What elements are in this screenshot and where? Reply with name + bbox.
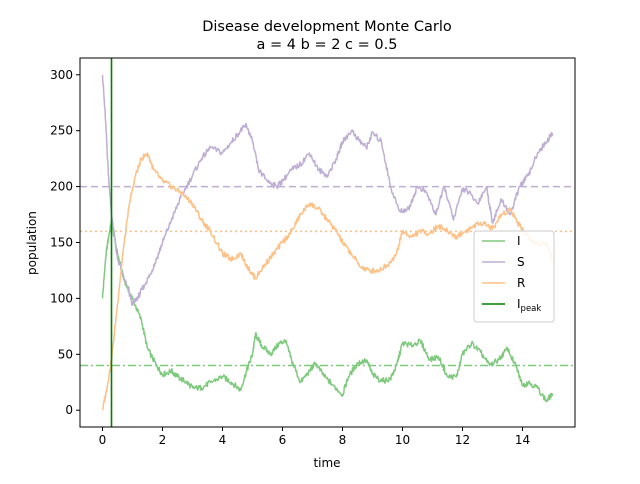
plot-area: 0 2 4 6 8 10 12 14 0 50 100 150 200 250 300 <box>50 57 576 447</box>
x-tick-label: 6 <box>279 433 287 447</box>
y-tick-label: 250 <box>50 124 73 138</box>
x-tick-label: 10 <box>395 433 410 447</box>
y-tick-label: 0 <box>65 403 73 417</box>
x-tick-label: 12 <box>455 433 470 447</box>
chart-title-line2: a = 4 b = 2 c = 0.5 <box>257 37 398 53</box>
y-axis-label: population <box>25 211 39 275</box>
legend-label-ipeak-sub: peak <box>521 304 542 314</box>
legend-label-ipeak: Ipeak <box>517 297 541 314</box>
series-line-r <box>101 152 554 411</box>
legend-label-s: S <box>517 255 525 269</box>
x-tick-label: 14 <box>515 433 530 447</box>
x-axis-label: time <box>313 456 340 470</box>
y-tick-label: 150 <box>50 236 73 250</box>
x-tick-label: 0 <box>99 433 107 447</box>
legend-box <box>473 230 555 323</box>
chart-title-line1: Disease development Monte Carlo <box>202 19 452 35</box>
series-line-i <box>101 220 554 403</box>
y-tick-label: 50 <box>58 347 73 361</box>
x-tick-label: 8 <box>339 433 347 447</box>
legend-label-ipeak-base: I <box>517 297 521 311</box>
y-tick-label: 300 <box>50 68 73 82</box>
legend-label-r: R <box>517 276 525 290</box>
legend: I S R Ipeak <box>473 230 555 323</box>
legend-label-i: I <box>517 234 521 248</box>
x-tick-label: 4 <box>219 433 227 447</box>
y-tick-label: 100 <box>50 291 73 305</box>
x-tick-label: 2 <box>159 433 167 447</box>
series-line-s <box>101 74 554 307</box>
y-tick-label: 200 <box>50 180 73 194</box>
